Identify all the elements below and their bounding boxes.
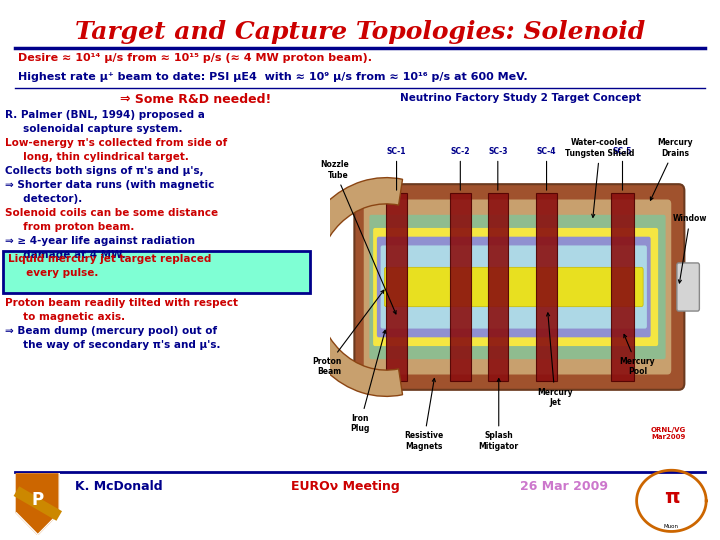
Text: ⇒ Beam dump (mercury pool) out of: ⇒ Beam dump (mercury pool) out of bbox=[5, 326, 217, 336]
Text: 26 Mar 2009: 26 Mar 2009 bbox=[520, 480, 608, 493]
FancyBboxPatch shape bbox=[354, 184, 685, 390]
Text: Resistive
Magnets: Resistive Magnets bbox=[404, 379, 444, 451]
Text: long, thin cylindrical target.: long, thin cylindrical target. bbox=[5, 152, 189, 162]
Text: π: π bbox=[664, 488, 679, 507]
FancyBboxPatch shape bbox=[369, 215, 665, 359]
Text: SC-4: SC-4 bbox=[537, 147, 557, 190]
Text: Water-cooled
Tungsten Shield: Water-cooled Tungsten Shield bbox=[565, 138, 635, 218]
Text: Nozzle
Tube: Nozzle Tube bbox=[320, 160, 396, 314]
Text: SC-5: SC-5 bbox=[613, 147, 632, 190]
FancyBboxPatch shape bbox=[3, 251, 310, 293]
Text: to magnetic axis.: to magnetic axis. bbox=[5, 312, 125, 322]
Text: Iron
Plug: Iron Plug bbox=[351, 330, 386, 434]
Text: Target and Capture Topologies: Solenoid: Target and Capture Topologies: Solenoid bbox=[75, 20, 645, 44]
FancyBboxPatch shape bbox=[373, 228, 658, 346]
Text: Muon: Muon bbox=[664, 524, 679, 529]
Text: solenoidal capture system.: solenoidal capture system. bbox=[5, 124, 182, 134]
Text: the way of secondary π's and μ's.: the way of secondary π's and μ's. bbox=[5, 340, 220, 350]
Bar bbox=[386, 193, 407, 381]
Bar bbox=[487, 193, 508, 381]
Text: Neutrino Factory Study 2 Target Concept: Neutrino Factory Study 2 Target Concept bbox=[400, 93, 641, 103]
Text: Window: Window bbox=[672, 214, 707, 283]
Wedge shape bbox=[292, 178, 402, 396]
Text: Mercury
Drains: Mercury Drains bbox=[650, 138, 693, 200]
Text: Mercury
Jet: Mercury Jet bbox=[537, 313, 573, 407]
Text: every pulse.: every pulse. bbox=[8, 268, 99, 278]
FancyBboxPatch shape bbox=[677, 263, 699, 311]
Text: Proton beam readily tilted with respect: Proton beam readily tilted with respect bbox=[5, 298, 238, 308]
Text: damage at 4 MW.: damage at 4 MW. bbox=[5, 250, 126, 260]
Text: EUROν Meeting: EUROν Meeting bbox=[291, 480, 400, 493]
Text: ⇒ Shorter data runs (with magnetic: ⇒ Shorter data runs (with magnetic bbox=[5, 180, 215, 190]
Bar bbox=[536, 193, 557, 381]
Text: Liquid mercury jet target replaced: Liquid mercury jet target replaced bbox=[8, 254, 212, 264]
Text: SC-2: SC-2 bbox=[451, 147, 470, 190]
FancyBboxPatch shape bbox=[384, 267, 643, 307]
Text: ⇒ Some R&D needed!: ⇒ Some R&D needed! bbox=[120, 93, 271, 106]
Text: Low-energy π's collected from side of: Low-energy π's collected from side of bbox=[5, 138, 228, 148]
FancyBboxPatch shape bbox=[381, 246, 647, 328]
Text: detector).: detector). bbox=[5, 194, 82, 204]
Text: K. McDonald: K. McDonald bbox=[75, 480, 163, 493]
FancyBboxPatch shape bbox=[364, 199, 671, 375]
Bar bbox=[450, 193, 471, 381]
Text: Proton
Beam: Proton Beam bbox=[312, 290, 384, 376]
Text: P: P bbox=[32, 491, 44, 509]
Text: Highest rate μ⁺ beam to date: PSI μE4  with ≈ 10⁹ μ/s from ≈ 10¹⁶ p/s at 600 MeV: Highest rate μ⁺ beam to date: PSI μE4 wi… bbox=[18, 72, 528, 82]
Text: SC-1: SC-1 bbox=[387, 147, 406, 190]
Text: R. Palmer (BNL, 1994) proposed a: R. Palmer (BNL, 1994) proposed a bbox=[5, 110, 205, 120]
Text: SC-3: SC-3 bbox=[488, 147, 508, 190]
Text: Mercury
Pool: Mercury Pool bbox=[620, 334, 655, 376]
Text: Collects both signs of π's and μ's,: Collects both signs of π's and μ's, bbox=[5, 166, 204, 176]
Text: Desire ≈ 10¹⁴ μ/s from ≈ 10¹⁵ p/s (≈ 4 MW proton beam).: Desire ≈ 10¹⁴ μ/s from ≈ 10¹⁵ p/s (≈ 4 M… bbox=[18, 53, 372, 63]
Text: ORNL/VG
Mar2009: ORNL/VG Mar2009 bbox=[651, 427, 686, 440]
FancyBboxPatch shape bbox=[377, 237, 651, 338]
Text: ⇒ ≥ 4-year life against radiation: ⇒ ≥ 4-year life against radiation bbox=[5, 236, 195, 246]
Text: Splash
Mitigator: Splash Mitigator bbox=[479, 379, 519, 451]
Bar bbox=[611, 193, 634, 381]
Text: from proton beam.: from proton beam. bbox=[5, 222, 135, 232]
Text: Solenoid coils can be some distance: Solenoid coils can be some distance bbox=[5, 208, 218, 218]
Polygon shape bbox=[17, 472, 59, 535]
